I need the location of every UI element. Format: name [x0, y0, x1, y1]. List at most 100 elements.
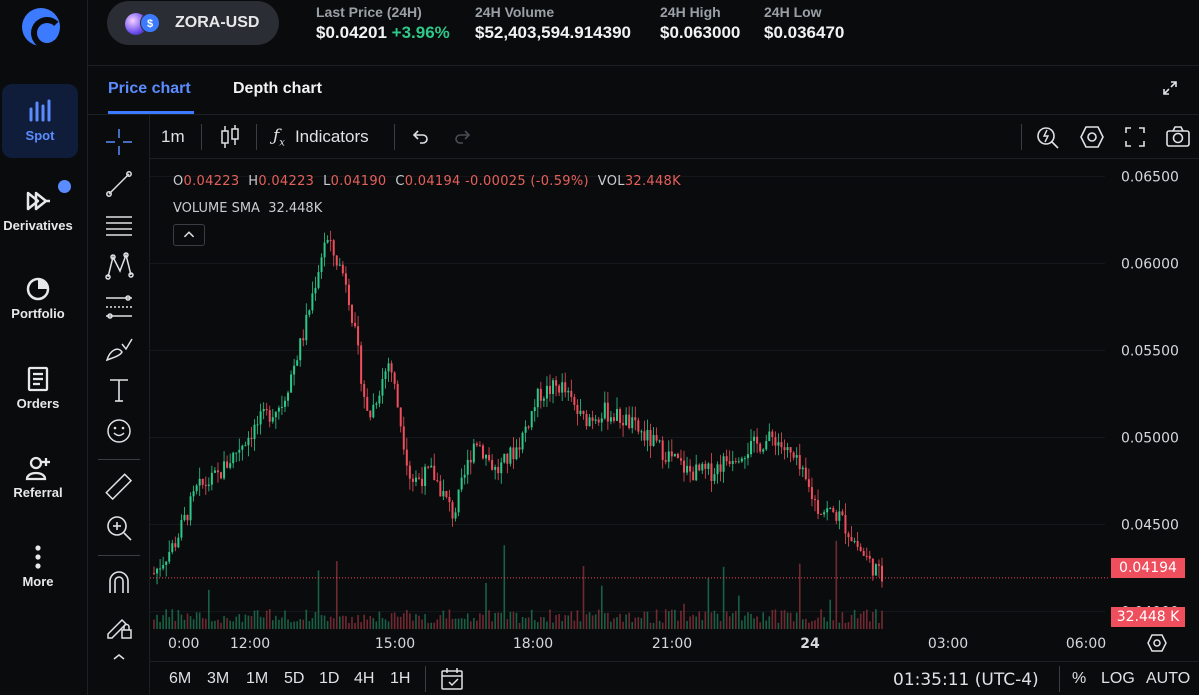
volume-bar [805, 618, 807, 629]
candle-type-icon[interactable] [219, 123, 241, 151]
volume-bar [832, 620, 835, 629]
fullscreen-icon[interactable] [1124, 123, 1146, 151]
volume-bar [351, 616, 353, 629]
horizontal-lines-icon[interactable] [104, 210, 134, 240]
range-5d[interactable]: 5D [284, 670, 305, 687]
nav-spot[interactable]: Spot [2, 84, 78, 158]
volume-bar [795, 612, 798, 629]
header-divider [88, 65, 1199, 66]
collapse-legend-button[interactable] [173, 224, 205, 246]
camera-icon[interactable] [1165, 123, 1191, 151]
range-4h[interactable]: 4H [354, 670, 375, 687]
candle-body [213, 470, 216, 473]
volume-bar [345, 616, 347, 629]
nav-derivatives[interactable]: Derivatives [0, 188, 76, 233]
redo-icon[interactable] [453, 123, 473, 151]
chevron-down-icon[interactable] [104, 651, 134, 681]
volume-bar [399, 616, 402, 629]
volume-bar [217, 619, 219, 629]
candle-body [850, 537, 853, 542]
low-value: 0.04190 [330, 174, 387, 189]
trend-line-icon[interactable] [104, 169, 134, 199]
candle-body [171, 543, 174, 553]
log-scale-button[interactable]: LOG [1101, 670, 1135, 687]
price-chart[interactable]: 0.065000.060000.055000.050000.045000.040… [150, 159, 1199, 661]
nav-portfolio[interactable]: Portfolio [0, 276, 76, 321]
candle-body [552, 380, 555, 395]
volume-bar [680, 610, 682, 629]
candle-body [536, 388, 539, 408]
candle-body [585, 414, 588, 427]
volume-bar [348, 622, 350, 629]
volume-bar [284, 610, 286, 629]
tab-depth-chart[interactable]: Depth chart [233, 80, 322, 97]
candle-body [387, 363, 390, 372]
magnet-icon[interactable] [104, 567, 134, 597]
candle-body [372, 404, 375, 418]
low-label: L [323, 174, 331, 189]
candle-body [341, 264, 344, 274]
quick-search-icon[interactable] [1036, 123, 1060, 151]
volume-bar [555, 615, 557, 629]
expand-icon[interactable] [1162, 80, 1178, 96]
volume-bar [713, 610, 716, 629]
candle-body [256, 424, 259, 426]
volume-bar [515, 612, 518, 629]
emoji-icon[interactable] [104, 416, 134, 446]
volume-bar [402, 613, 405, 629]
crosshair-icon[interactable] [104, 127, 134, 157]
range-1h[interactable]: 1H [390, 670, 411, 687]
nav-label: Portfolio [11, 306, 65, 321]
volume-bar [552, 622, 554, 629]
candle-body [430, 465, 433, 468]
coinbase-logo[interactable] [22, 8, 60, 46]
volume-bar [412, 620, 414, 629]
volume-bar [281, 617, 283, 629]
candle-body [734, 461, 737, 463]
undo-icon[interactable] [410, 123, 430, 151]
candle-body [762, 449, 765, 452]
candle-body [588, 417, 591, 427]
interval-button[interactable]: 1m [161, 127, 185, 146]
candle-body [877, 564, 880, 566]
volume-bar [369, 616, 372, 629]
volume-bar [646, 611, 649, 629]
indicators-label: Indicators [294, 127, 369, 146]
fib-icon[interactable] [104, 292, 134, 322]
nav-more[interactable]: More [0, 544, 76, 589]
nav-orders[interactable]: Orders [0, 366, 76, 411]
nav-referral[interactable]: Referral [0, 455, 76, 500]
candle-body [460, 477, 463, 490]
candle-body [375, 403, 378, 405]
brush-icon[interactable] [104, 334, 134, 364]
volume-bar [774, 609, 777, 629]
text-icon[interactable] [104, 375, 134, 405]
axis-settings-icon[interactable] [1146, 632, 1168, 654]
calendar-icon[interactable] [440, 667, 464, 691]
range-1d[interactable]: 1D [319, 670, 340, 687]
tabs-divider [88, 114, 1199, 115]
auto-scale-button[interactable]: AUTO [1146, 670, 1191, 687]
candle-body [491, 460, 494, 470]
indicators-button[interactable]: ƒx Indicators [273, 123, 369, 151]
range-6m[interactable]: 6M [169, 670, 192, 687]
range-1m[interactable]: 1M [246, 670, 269, 687]
candle-body [820, 513, 823, 515]
candle-body [259, 411, 262, 425]
tab-price-chart[interactable]: Price chart [108, 80, 191, 97]
settings-hex-icon[interactable] [1080, 123, 1104, 151]
ruler-icon[interactable] [104, 472, 134, 502]
candle-body [192, 491, 195, 497]
pair-selector[interactable]: $ ZORA-USD [107, 1, 279, 45]
clock-timezone[interactable]: 01:35:11 (UTC-4) [893, 670, 1039, 690]
candle-body [393, 372, 396, 384]
volume-bar [619, 613, 621, 629]
zoom-in-icon[interactable] [104, 513, 134, 543]
lock-drawing-icon[interactable] [104, 610, 134, 640]
volume-bar [546, 621, 548, 629]
percent-scale-button[interactable]: % [1072, 670, 1087, 687]
volume-bar [756, 616, 758, 629]
sma-value: 32.448K [268, 201, 323, 216]
pattern-icon[interactable] [104, 251, 134, 281]
range-3m[interactable]: 3M [207, 670, 230, 687]
